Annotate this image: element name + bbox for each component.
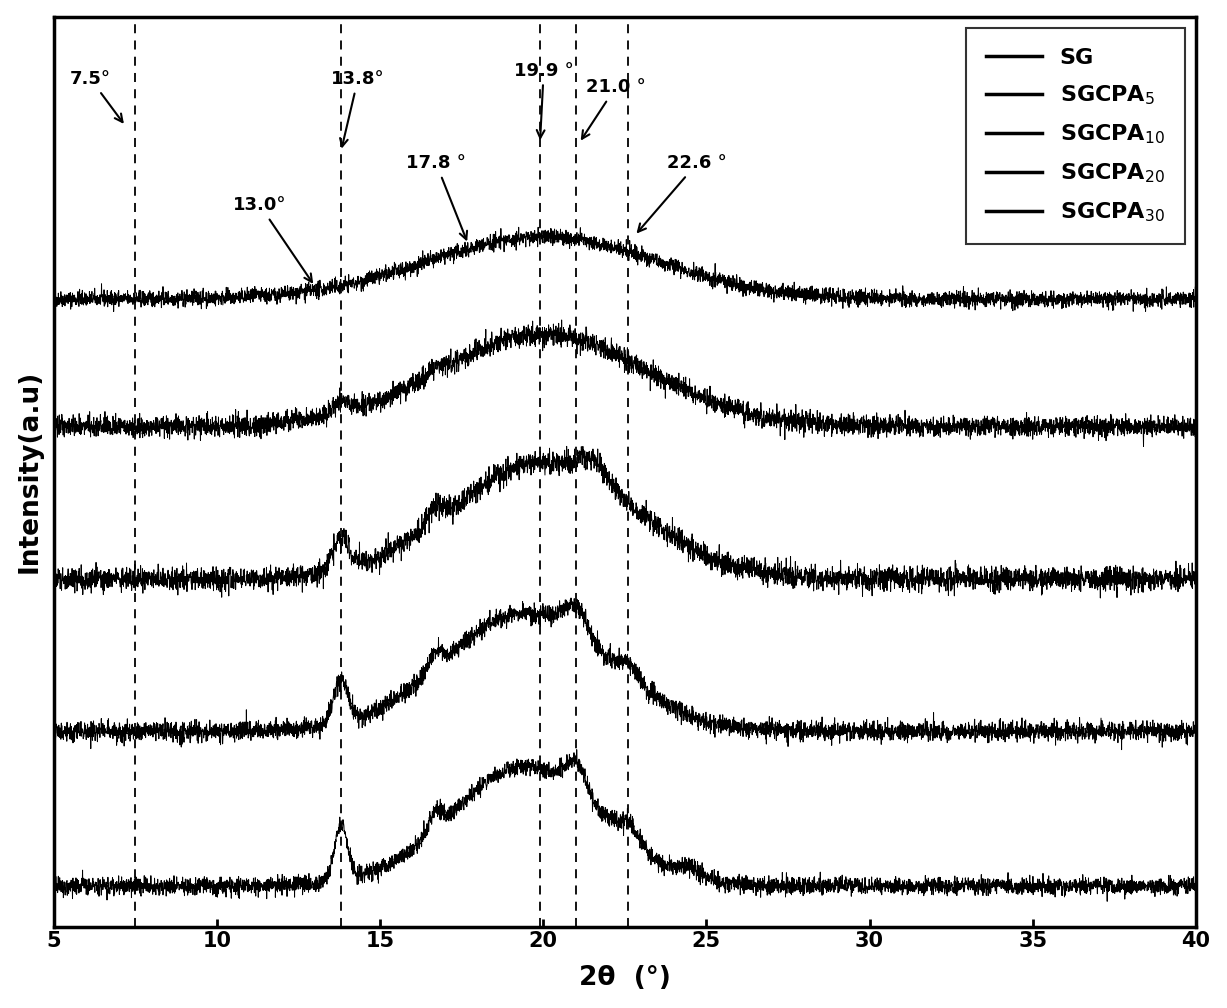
Text: 22.6 °: 22.6 ° <box>638 154 726 232</box>
Text: 13.0°: 13.0° <box>233 197 312 282</box>
Text: 13.8°: 13.8° <box>331 71 385 146</box>
Text: 19.9 °: 19.9 ° <box>514 61 573 138</box>
X-axis label: 2θ  (°): 2θ (°) <box>579 966 671 991</box>
Legend: SG, SGCPA$_5$, SGCPA$_{10}$, SGCPA$_{20}$, SGCPA$_{30}$: SG, SGCPA$_5$, SGCPA$_{10}$, SGCPA$_{20}… <box>967 28 1185 244</box>
Text: 17.8 °: 17.8 ° <box>406 154 467 239</box>
Y-axis label: Intensity(a.u): Intensity(a.u) <box>17 370 43 574</box>
Text: 21.0 °: 21.0 ° <box>582 79 645 139</box>
Text: 7.5°: 7.5° <box>70 71 123 122</box>
